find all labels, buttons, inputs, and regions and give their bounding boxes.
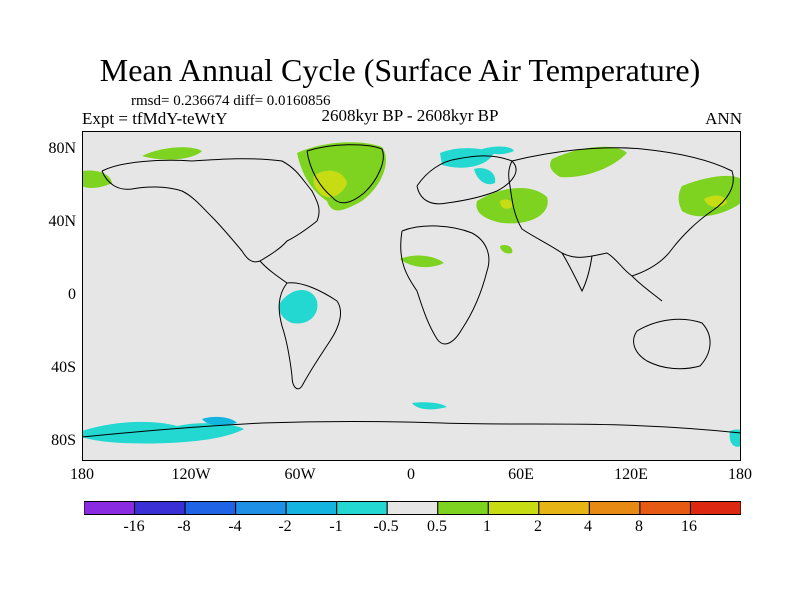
rmsd-diff-stats: rmsd= 0.236674 diff= 0.0160856 bbox=[131, 93, 331, 109]
patch-alaska-green bbox=[82, 170, 112, 188]
period-label: 2608kyr BP - 2608kyr BP bbox=[321, 106, 499, 125]
coast-north-america bbox=[101, 158, 320, 263]
lat-label-80n: 80N bbox=[48, 140, 76, 157]
colorbar-label-minus1: -1 bbox=[329, 518, 343, 535]
coast-greenland bbox=[306, 144, 384, 204]
colorbar-box-6 bbox=[386, 501, 439, 515]
patch-southern-ocean-cyan bbox=[412, 402, 447, 410]
experiment-label: Expt = tfMdY-teWtY bbox=[82, 109, 228, 128]
difference-patches bbox=[82, 142, 741, 447]
map-frame bbox=[82, 131, 741, 461]
patch-scandinavia-cyan2 bbox=[474, 168, 496, 185]
patch-bering-cyan bbox=[202, 416, 237, 426]
colorbar-box-1 bbox=[134, 501, 186, 515]
patch-farest-green bbox=[678, 175, 741, 217]
colorbar-label-05: 0.5 bbox=[427, 518, 447, 535]
colorbar-box-10 bbox=[588, 501, 641, 515]
patch-arabia-green bbox=[500, 244, 513, 254]
colorbar-box-0 bbox=[84, 501, 136, 515]
coast-south-america bbox=[278, 282, 341, 390]
coast-asia bbox=[508, 147, 734, 277]
lon-label-60w: 60W bbox=[284, 466, 316, 483]
patch-antarctica-cyan-east bbox=[729, 429, 741, 447]
patch-sahara-green bbox=[400, 255, 444, 268]
lon-label-120e: 120E bbox=[614, 466, 648, 483]
coast-australia bbox=[633, 318, 711, 370]
patch-siberia-green bbox=[550, 146, 627, 178]
lat-label-80s: 80S bbox=[51, 432, 76, 449]
colorbar-label-1: 1 bbox=[483, 518, 491, 535]
patch-antarctica-cyan-west bbox=[82, 421, 244, 444]
lat-label-0: 0 bbox=[68, 286, 76, 303]
coast-central-america bbox=[259, 260, 288, 284]
colorbar-box-12 bbox=[689, 501, 741, 515]
coast-africa bbox=[400, 225, 490, 345]
colorbar-label-4: 4 bbox=[584, 518, 592, 535]
patch-greenland-yellow bbox=[313, 170, 347, 198]
colorbar-label-minus05: -0.5 bbox=[373, 518, 399, 535]
colorbar-box-3 bbox=[235, 501, 287, 515]
colorbar-box-7 bbox=[437, 501, 489, 515]
colorbar-label-8: 8 bbox=[635, 518, 643, 535]
lon-label-180w: 180 bbox=[70, 466, 94, 483]
map-background bbox=[82, 131, 741, 461]
colorbar-label-minus16: -16 bbox=[123, 518, 145, 535]
lon-label-0: 0 bbox=[407, 466, 415, 483]
lat-label-40n: 40N bbox=[48, 213, 76, 230]
lon-label-180e: 180 bbox=[728, 466, 752, 483]
colorbar bbox=[84, 501, 741, 515]
colorbar-label-2: 2 bbox=[534, 518, 542, 535]
coast-antarctica bbox=[82, 421, 741, 438]
coast-southeast-asia bbox=[631, 275, 663, 302]
colorbar-box-2 bbox=[184, 501, 237, 515]
plot-title: Mean Annual Cycle (Surface Air Temperatu… bbox=[99, 52, 701, 88]
patch-amazon-cyan bbox=[279, 289, 318, 324]
world-map bbox=[82, 131, 741, 461]
coastlines bbox=[82, 144, 741, 438]
colorbar-box-4 bbox=[285, 501, 338, 515]
patch-scandinavia-cyan bbox=[440, 148, 494, 168]
colorbar-label-minus4: -4 bbox=[228, 518, 242, 535]
lat-label-40s: 40S bbox=[51, 359, 76, 376]
lon-label-120w: 120W bbox=[171, 466, 211, 483]
patch-arctic-cyan bbox=[482, 146, 514, 155]
colorbar-box-5 bbox=[336, 501, 388, 515]
coast-india bbox=[561, 252, 593, 293]
colorbar-box-11 bbox=[639, 501, 691, 515]
coast-europe bbox=[416, 155, 517, 205]
colorbar-box-8 bbox=[487, 501, 540, 515]
lon-label-60e: 60E bbox=[508, 466, 534, 483]
colorbar-label-minus2: -2 bbox=[278, 518, 292, 535]
colorbar-label-16: 16 bbox=[681, 518, 697, 535]
patch-arctic-green bbox=[142, 147, 202, 160]
colorbar-box-9 bbox=[538, 501, 590, 515]
colorbar-label-minus8: -8 bbox=[177, 518, 191, 535]
patch-asia-yellow bbox=[500, 199, 513, 209]
season-label: ANN bbox=[705, 109, 742, 128]
